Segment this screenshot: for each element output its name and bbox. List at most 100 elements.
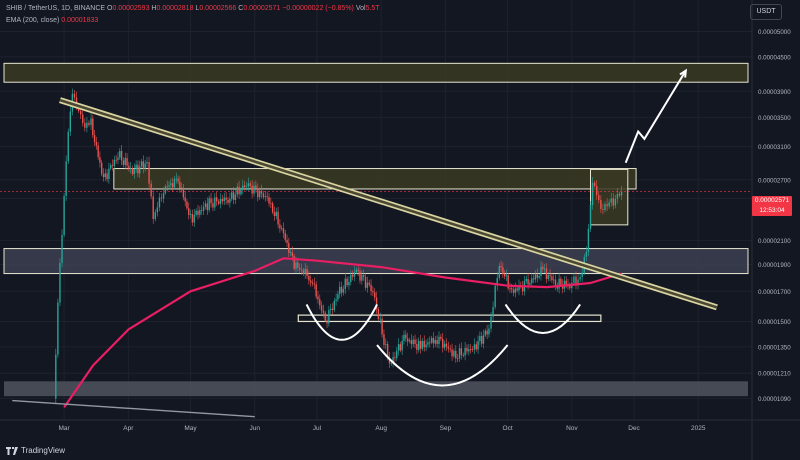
candle-body [443, 343, 446, 348]
symbol-name[interactable]: SHIB / TetherUS, 1D, BINANCE [6, 5, 106, 12]
candle-body [612, 198, 614, 206]
zone-resistance-box [113, 168, 637, 190]
candle-body [359, 271, 361, 281]
candle-body [242, 185, 244, 190]
rounding-bottom-arc [305, 303, 378, 341]
tradingview-logo[interactable]: TradingView [6, 446, 65, 455]
candle-body [503, 273, 506, 277]
candle-body [271, 203, 274, 213]
candle-body [184, 197, 186, 202]
candle-body [383, 334, 385, 345]
candle-body [219, 199, 222, 204]
candle-body [453, 350, 455, 357]
candle-body [286, 239, 288, 243]
trendline-layer [12, 97, 718, 418]
price-tick-label: 0.00001210 [758, 371, 791, 378]
candle-body [204, 203, 207, 207]
candle-body [596, 186, 598, 196]
candle-body [115, 159, 117, 161]
candle-body [279, 224, 281, 229]
candle-body [412, 339, 414, 345]
candle-body [471, 349, 474, 351]
candle-body [229, 198, 231, 203]
candle-body [581, 272, 583, 277]
candle-body [140, 161, 143, 167]
candle-body [264, 196, 267, 198]
candle-body [335, 299, 337, 301]
candle-body [442, 338, 444, 348]
candle-body [440, 336, 442, 339]
ema-value: 0.00001833 [61, 17, 99, 24]
candle-body [129, 167, 132, 169]
currency-button[interactable]: USDT [750, 4, 782, 20]
candle-body [177, 178, 179, 182]
time-axis[interactable]: Mar Apr May Jun Jul Aug Sep Oct Nov Dec 2025 [0, 419, 800, 432]
candle-body [551, 276, 553, 281]
candle-body [385, 343, 387, 345]
candle-body [438, 336, 440, 345]
candle-body [449, 348, 451, 350]
candle-body [93, 135, 96, 143]
price-tick-label: 0.00003100 [758, 144, 791, 151]
candle-body [331, 308, 334, 311]
candle-body [600, 200, 602, 209]
candle-body [88, 122, 90, 126]
candle-body [525, 279, 527, 282]
candle-body [210, 198, 212, 204]
candle-body [320, 305, 323, 311]
candle-body [202, 206, 205, 211]
time-tick-label: May [184, 425, 197, 432]
time-tick-label: Oct [503, 425, 513, 432]
candle-body [257, 188, 259, 198]
candle-body [496, 277, 498, 286]
candle-body [206, 203, 209, 211]
tradingview-logo-icon [6, 446, 18, 455]
candle-body [326, 320, 328, 324]
price-tick-label: 0.00001500 [758, 319, 791, 326]
price-axis[interactable]: 0.00005000 0.00004500 0.00003900 0.00003500… [751, 0, 791, 460]
candle-body [540, 266, 542, 277]
candle-body [388, 357, 391, 364]
candle-body [366, 282, 369, 288]
candle-body [339, 286, 341, 294]
candle-body [350, 274, 352, 282]
candle-body [340, 286, 343, 293]
candle-body [406, 338, 409, 342]
candle-body [97, 145, 99, 158]
ema-label: EMA (200, close) [6, 17, 60, 24]
candle-body [137, 164, 139, 174]
candle-body [556, 286, 559, 289]
candle-body [492, 307, 494, 317]
candle-body [180, 187, 183, 189]
candle-body [480, 335, 483, 344]
candle-body [310, 280, 312, 283]
candle-body [260, 190, 263, 194]
candle-body [502, 267, 504, 274]
candle-body [430, 337, 433, 343]
candle-body [281, 228, 283, 230]
candle-body [160, 197, 163, 199]
price-tick-label: 0.00002700 [758, 177, 791, 184]
candle-body [270, 203, 272, 205]
candle-body [436, 340, 438, 345]
projection-path [624, 70, 687, 164]
candle-body [397, 344, 400, 351]
candle-body [57, 302, 59, 355]
candle-body [403, 334, 405, 341]
candle-body [473, 344, 476, 350]
candle-body [614, 198, 617, 206]
volume-label: Vol [355, 5, 366, 12]
indicator-legend[interactable]: EMA (200, close) 0.00001833 [6, 17, 98, 24]
rounding-bottom-arc [504, 303, 581, 334]
candle-body [498, 265, 501, 278]
candle-body [390, 363, 392, 364]
candle-body [154, 212, 156, 219]
candle-body [468, 349, 470, 352]
candle-body [610, 198, 612, 203]
candle-body [458, 348, 461, 359]
candle-body [484, 330, 487, 336]
candle-body [372, 291, 374, 293]
zone-support-light [3, 248, 749, 275]
candle-body [243, 185, 246, 187]
